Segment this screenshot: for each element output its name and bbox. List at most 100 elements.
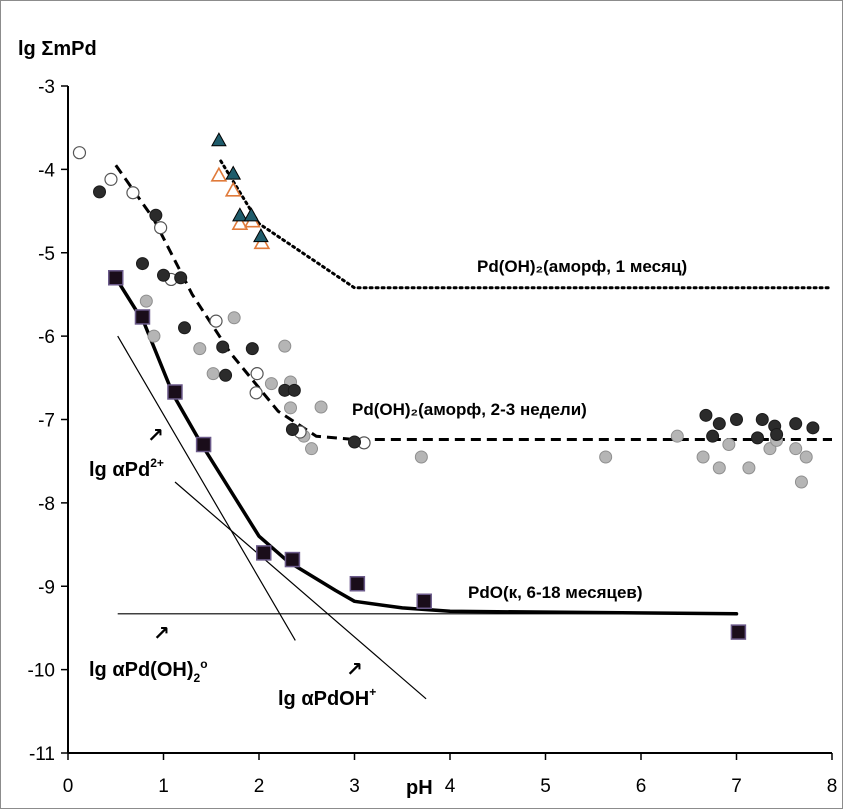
data-point-black-circle — [285, 423, 299, 437]
data-point-black-circle — [135, 257, 149, 271]
label-apd2-sup: 2+ — [150, 456, 164, 470]
data-point-black-circle — [806, 421, 820, 435]
data-point-black-circle — [730, 413, 743, 426]
y-tick-label: -11 — [29, 744, 55, 765]
data-point-gray-circle — [789, 442, 803, 456]
data-point-black-circle — [712, 417, 726, 431]
data-point-square — [730, 624, 747, 640]
data-point-open-circle — [104, 172, 118, 186]
marks-group — [72, 132, 834, 700]
x-tick-label: 8 — [827, 776, 838, 797]
data-point-open-circle — [126, 186, 140, 200]
data-point-black-circle — [789, 417, 803, 431]
data-point-filled-triangle — [232, 207, 248, 222]
x-tick-label: 6 — [636, 776, 647, 797]
data-point-gray-circle — [712, 461, 726, 475]
data-point-black-circle — [706, 429, 720, 443]
data-point-black-circle — [287, 383, 301, 397]
annotation-amorph-1-month: Pd(OH)₂(аморф, 1 месяц) — [477, 257, 687, 276]
data-point-filled-triangle — [211, 132, 227, 147]
label-apdoh2-sup: o — [200, 657, 207, 671]
y-tick-label: -9 — [38, 577, 55, 598]
data-point-gray-circle — [670, 429, 684, 443]
y-tick-label: -7 — [38, 411, 55, 432]
data-point-open-circle — [154, 221, 168, 235]
data-point-gray-circle — [794, 475, 808, 489]
data-point-gray-circle — [742, 461, 756, 475]
data-point-filled-triangle — [243, 207, 260, 222]
data-point-black-circle — [149, 208, 163, 222]
label-apdoh2: lg αPd(OH)2o — [89, 657, 208, 685]
label-apdoh2-main: lg αPd(OH) — [89, 659, 194, 681]
data-point-black-circle — [751, 431, 765, 445]
data-point-gray-circle — [696, 450, 710, 464]
arrow-apdoh2: ↗ — [153, 623, 170, 645]
data-point-square — [134, 309, 151, 325]
x-tick-label: 4 — [445, 776, 456, 797]
data-point-gray-circle — [722, 438, 736, 452]
annotation-pdo: PdO(к, 6-18 месяцев) — [468, 583, 643, 602]
arrow-apd2: ↗ — [147, 425, 164, 447]
series-line-dashed-line — [114, 164, 832, 441]
data-point-square — [167, 384, 183, 400]
data-point-black-circle — [219, 368, 233, 382]
data-point-black-circle — [245, 342, 259, 356]
data-point-open-triangle — [231, 214, 249, 230]
data-point-open-triangle — [210, 166, 228, 182]
data-point-square — [256, 545, 272, 561]
x-tick-label: 2 — [254, 776, 265, 797]
data-point-filled-triangle — [225, 165, 242, 180]
data-point-gray-circle — [227, 311, 241, 325]
series-line-thin-line — [117, 335, 296, 641]
data-point-square — [284, 551, 301, 568]
x-tick-label: 5 — [540, 776, 551, 797]
data-point-open-circle — [250, 367, 264, 381]
data-point-gray-circle — [264, 377, 278, 391]
y-tick-label: -8 — [38, 494, 55, 515]
ticks-group — [61, 85, 833, 760]
data-point-black-circle — [348, 435, 361, 449]
tick-labels-group: 0 1 2 3 4 5 6 7 8 -3 -4 -5 -6 -7 -8 -9 -10 -11 — [28, 77, 838, 797]
arrow-apdoh: ↗ — [346, 659, 363, 681]
data-point-gray-circle — [139, 294, 153, 308]
data-point-open-circle — [209, 314, 223, 328]
data-point-black-circle — [770, 428, 784, 442]
x-tick-label: 1 — [158, 776, 169, 797]
x-axis-title: pH — [406, 777, 433, 799]
x-tick-label: 0 — [63, 776, 74, 797]
y-tick-label: -3 — [38, 77, 55, 98]
label-apdoh: lg αPdOH+ — [278, 685, 376, 710]
label-apdoh-main: lg αPdOH — [278, 688, 369, 710]
data-point-black-circle — [174, 271, 188, 285]
series-line-thin-line — [174, 481, 427, 700]
data-point-square — [349, 575, 366, 592]
annotation-amorph-2-3-weeks: Pd(OH)₂(аморф, 2-3 недели) — [352, 400, 587, 419]
data-point-black-circle — [93, 185, 107, 199]
data-point-square — [108, 270, 124, 286]
data-point-gray-circle — [799, 450, 813, 464]
data-point-square — [416, 593, 432, 610]
data-point-square — [195, 436, 212, 453]
data-point-black-circle — [178, 321, 192, 335]
y-tick-label: -4 — [38, 160, 55, 181]
data-point-open-circle — [72, 146, 87, 160]
data-point-gray-circle — [147, 329, 161, 343]
data-point-black-circle — [157, 268, 170, 282]
series-line-dotted-line — [219, 159, 834, 290]
data-point-black-circle — [699, 408, 713, 422]
data-point-gray-circle — [305, 442, 319, 456]
y-tick-label: -10 — [28, 661, 55, 682]
data-point-black-circle — [216, 340, 230, 354]
x-tick-label: 3 — [349, 776, 360, 797]
data-point-gray-circle — [414, 450, 428, 464]
data-point-open-triangle — [224, 181, 242, 197]
y-axis-title: lg ΣmPd — [18, 38, 97, 60]
data-point-open-circle — [249, 386, 263, 400]
data-point-gray-circle — [193, 342, 207, 356]
label-apdoh2-sub: 2 — [194, 671, 201, 685]
y-tick-label: -6 — [38, 327, 55, 348]
data-point-gray-circle — [314, 400, 328, 414]
data-point-gray-circle — [284, 401, 298, 415]
